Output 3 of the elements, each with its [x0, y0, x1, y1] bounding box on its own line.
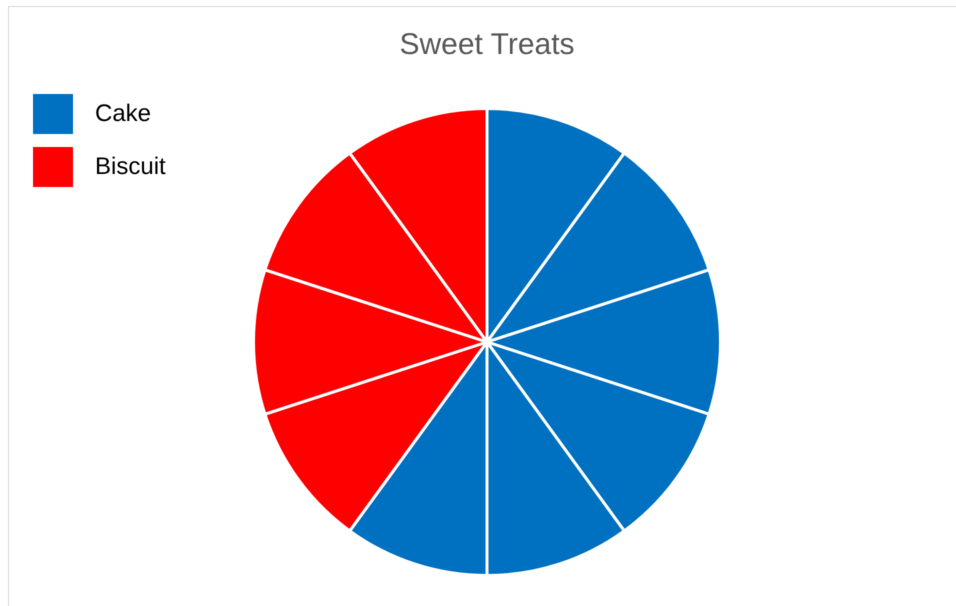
- legend-label: Cake: [95, 100, 152, 128]
- legend-label: Biscuit: [95, 153, 166, 181]
- chart-title: Sweet Treats: [398, 28, 576, 62]
